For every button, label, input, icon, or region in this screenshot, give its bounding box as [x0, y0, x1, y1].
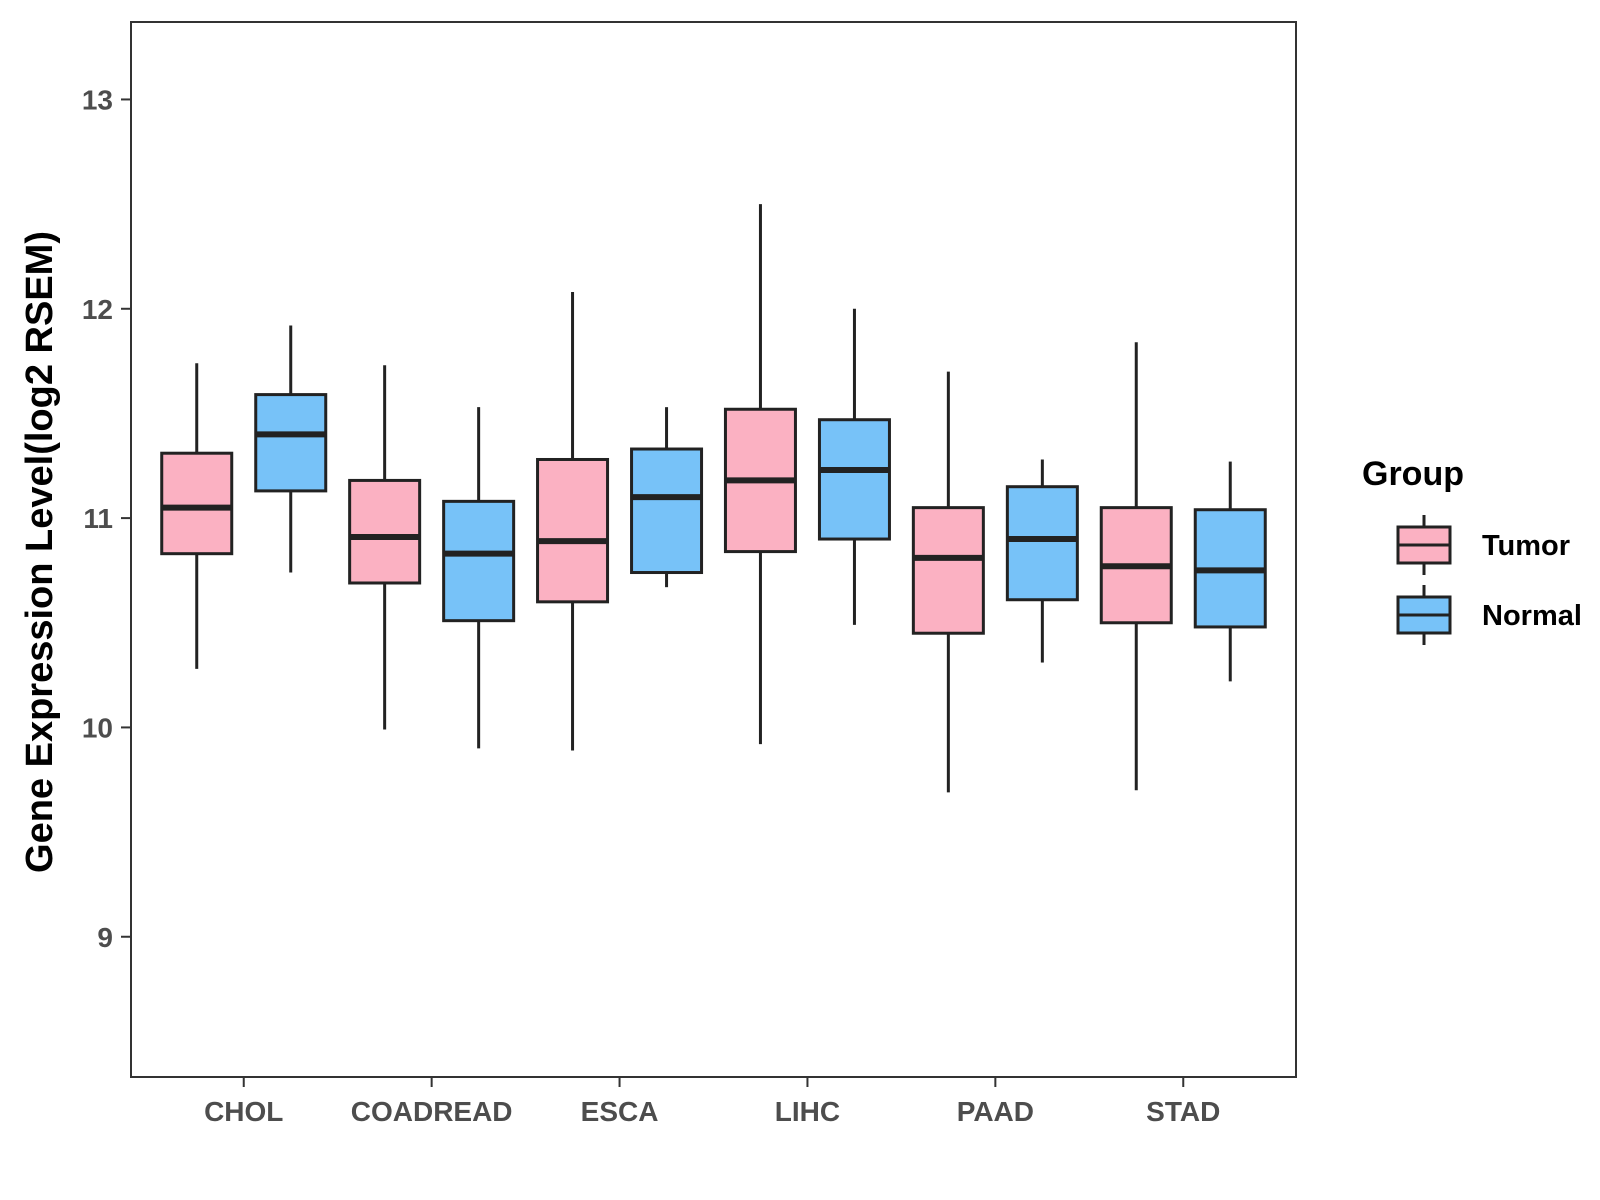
- box-normal-chol: [254, 325, 328, 573]
- box-tumor-lihc: [723, 204, 797, 745]
- legend-title: Group: [1362, 455, 1464, 493]
- x-tick-label: STAD: [1146, 1096, 1220, 1127]
- y-axis-title: Gene Expression Level(log2 RSEM): [19, 231, 61, 873]
- box-normal-stad: [1193, 461, 1267, 682]
- box-iqr: [254, 393, 328, 493]
- box-tumor-chol: [160, 363, 234, 669]
- box-iqr: [911, 506, 985, 635]
- y-tick-label: 11: [83, 503, 113, 534]
- box-iqr: [536, 457, 610, 604]
- y-tick-label: 9: [97, 922, 113, 953]
- box-normal-coadread: [442, 407, 516, 749]
- box-iqr: [1005, 485, 1079, 602]
- box-normal-lihc: [817, 308, 891, 625]
- legend-label: Tumor: [1482, 530, 1570, 562]
- legend-item-tumor: Tumor: [1396, 515, 1570, 575]
- box-normal-paad: [1005, 459, 1079, 663]
- x-tick-label: PAAD: [957, 1096, 1034, 1127]
- box-iqr: [160, 451, 234, 556]
- y-axis: 9 10 11 12 13: [82, 84, 131, 953]
- legend-label: Normal: [1482, 600, 1582, 632]
- legend-item-normal: Normal: [1396, 585, 1582, 645]
- box-iqr: [817, 418, 891, 541]
- box-tumor-stad: [1099, 342, 1173, 791]
- box-iqr: [442, 499, 516, 623]
- x-tick-label: LIHC: [775, 1096, 840, 1127]
- x-tick-label: COADREAD: [351, 1096, 513, 1127]
- box-tumor-coadread: [348, 365, 422, 730]
- y-tick-label: 12: [82, 294, 113, 325]
- legend: Group Tumor Normal: [1362, 455, 1582, 645]
- x-axis: CHOL COADREAD ESCA LIHC PAAD STAD: [204, 1077, 1220, 1127]
- box-tumor-paad: [911, 371, 985, 793]
- box-iqr: [630, 447, 704, 575]
- y-tick-label: 13: [82, 84, 113, 115]
- y-tick-label: 10: [82, 712, 113, 743]
- box-normal-esca: [630, 407, 704, 588]
- x-tick-label: ESCA: [581, 1096, 659, 1127]
- box-tumor-esca: [536, 292, 610, 751]
- box-layer: [160, 204, 1267, 793]
- box-iqr: [348, 478, 422, 585]
- x-tick-label: CHOL: [204, 1096, 283, 1127]
